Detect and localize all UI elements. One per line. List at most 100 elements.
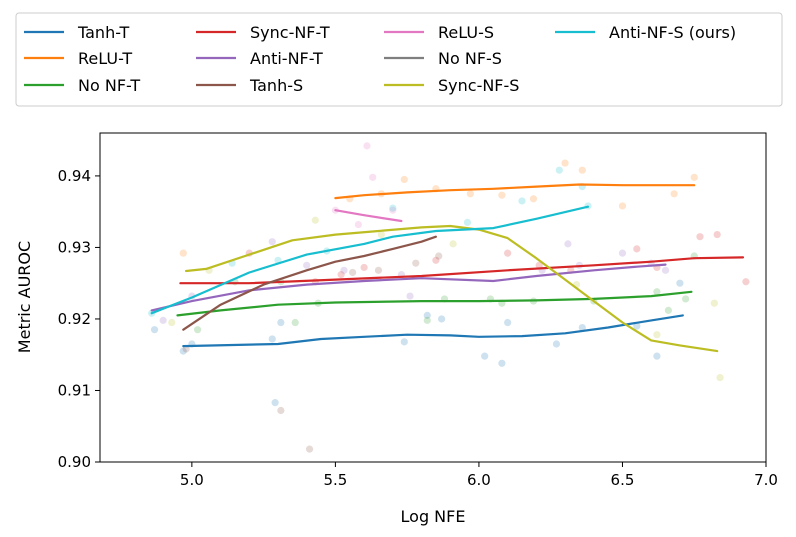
anti-nf-t-point bbox=[406, 292, 414, 300]
sync-nf-t-point bbox=[535, 261, 543, 269]
tanh-t-point bbox=[423, 311, 431, 319]
y-tick-label: 0.92 bbox=[58, 310, 91, 328]
tanh-t-point bbox=[498, 359, 506, 367]
sync-nf-s-point bbox=[449, 240, 457, 248]
y-tick-label: 0.90 bbox=[58, 453, 91, 471]
sync-nf-t-point bbox=[360, 263, 368, 272]
x-tick-label: 7.0 bbox=[754, 471, 778, 489]
tanh-t-point bbox=[653, 352, 661, 360]
tanh-t-point bbox=[504, 318, 512, 327]
relu-t-point bbox=[466, 190, 474, 198]
legend-label-anti-nf-s-ours: Anti-NF-S (ours) bbox=[609, 23, 736, 42]
tanh-s-point bbox=[182, 345, 190, 353]
relu-s-point bbox=[389, 206, 397, 214]
tanh-t-point bbox=[552, 340, 561, 348]
tanh-t-point bbox=[150, 326, 159, 334]
plot-area: 5.0 5.5 6.0 6.5 7.0 0.90 0.91 0.92 0.93 0.94 bbox=[58, 132, 778, 489]
anti-nf-s-ours-point bbox=[463, 218, 472, 227]
tanh-s-point bbox=[374, 266, 383, 274]
x-tick-label: 6.5 bbox=[611, 471, 635, 489]
sync-nf-t-line bbox=[179, 256, 745, 285]
plot-frame bbox=[99, 132, 767, 463]
anti-nf-s-ours-point bbox=[555, 166, 563, 174]
tanh-s-point bbox=[412, 259, 420, 267]
legend-label-sync-nf-t: Sync-NF-T bbox=[250, 23, 330, 42]
relu-t-point bbox=[400, 175, 408, 184]
sync-nf-t-point bbox=[337, 271, 345, 279]
sync-nf-s-point bbox=[168, 318, 176, 327]
tanh-s-point bbox=[305, 445, 314, 453]
y-tick-label: 0.91 bbox=[58, 381, 91, 399]
anti-nf-t-point bbox=[564, 240, 572, 248]
anti-nf-t-point bbox=[661, 266, 670, 274]
relu-s-point bbox=[354, 220, 362, 229]
sync-nf-s-point bbox=[377, 230, 385, 239]
x-tick-label: 6.0 bbox=[467, 471, 491, 489]
legend-label-sync-nf-s: Sync-NF-S bbox=[438, 76, 519, 95]
legend: Tanh-T ReLU-T No NF-T Sync-NF-T Anti-NF-T Tan… bbox=[15, 12, 783, 107]
y-tick-label: 0.93 bbox=[58, 238, 91, 256]
legend-label-no-nf-t: No NF-T bbox=[78, 76, 140, 95]
no-nf-t-line bbox=[176, 290, 693, 317]
tanh-s-line bbox=[182, 235, 437, 331]
sync-nf-s-point bbox=[311, 216, 319, 224]
tanh-t-point bbox=[400, 338, 408, 346]
tanh-t-point bbox=[271, 399, 279, 407]
legend-label-relu-s: ReLU-S bbox=[438, 23, 494, 42]
sync-nf-t-point bbox=[432, 256, 440, 264]
tanh-t-line bbox=[182, 314, 684, 348]
legend-label-tanh-s: Tanh-S bbox=[249, 76, 303, 95]
anti-nf-t-point bbox=[340, 266, 348, 274]
relu-t-point bbox=[690, 173, 698, 181]
legend-label-no-nf-s: No NF-S bbox=[438, 49, 502, 68]
relu-t-point bbox=[578, 166, 586, 174]
tanh-t-point bbox=[438, 315, 446, 323]
legend-label-tanh-t: Tanh-T bbox=[77, 23, 130, 42]
anti-nf-s-ours-line bbox=[150, 205, 590, 315]
tanh-t-point bbox=[578, 323, 586, 332]
x-tick-label: 5.5 bbox=[323, 471, 347, 489]
y-tick-label: 0.94 bbox=[58, 167, 91, 185]
tanh-t-point bbox=[676, 279, 684, 287]
relu-s-point bbox=[363, 142, 371, 150]
sync-nf-s-point bbox=[716, 374, 724, 382]
tanh-s-point bbox=[277, 406, 285, 415]
relu-s-point bbox=[369, 173, 377, 181]
relu-t-point bbox=[618, 202, 627, 210]
relu-t-point bbox=[179, 249, 187, 257]
anti-nf-t-point bbox=[159, 316, 167, 324]
tanh-t-point bbox=[277, 318, 285, 327]
no-nf-t-point bbox=[653, 288, 661, 296]
legend-label-relu-t: ReLU-T bbox=[78, 49, 132, 68]
relu-t-point bbox=[498, 191, 506, 199]
x-tick-label: 5.0 bbox=[180, 471, 204, 489]
y-axis: 0.90 0.91 0.92 0.93 0.94 bbox=[58, 167, 100, 471]
anti-nf-t-point bbox=[268, 238, 276, 246]
x-axis-label: Log NFE bbox=[401, 507, 466, 526]
anti-nf-s-ours-point bbox=[518, 197, 526, 205]
relu-s-line bbox=[334, 209, 403, 223]
tanh-t-point bbox=[268, 335, 276, 343]
no-nf-t-point bbox=[194, 326, 202, 334]
legend-frame bbox=[15, 12, 783, 107]
sync-nf-t-point bbox=[713, 230, 721, 239]
no-nf-t-point bbox=[664, 306, 672, 314]
relu-t-point bbox=[529, 195, 538, 203]
anti-nf-t-line bbox=[150, 263, 667, 312]
relu-t-line bbox=[334, 183, 696, 200]
tanh-s-point bbox=[349, 268, 357, 277]
relu-t-point bbox=[561, 159, 569, 167]
y-axis-label: Metric AUROC bbox=[15, 241, 34, 353]
anti-nf-t-point bbox=[618, 249, 627, 257]
anti-nf-s-ours-point bbox=[389, 204, 397, 212]
x-axis: 5.0 5.5 6.0 6.5 7.0 bbox=[180, 462, 778, 489]
no-nf-t-point bbox=[423, 316, 431, 324]
sync-nf-s-point bbox=[653, 331, 661, 339]
no-nf-t-point bbox=[291, 318, 299, 327]
no-nf-t-point bbox=[682, 295, 690, 303]
anti-nf-t-point bbox=[303, 261, 311, 269]
tanh-t-point bbox=[633, 322, 641, 330]
tanh-t-point bbox=[179, 347, 187, 355]
legend-label-anti-nf-t: Anti-NF-T bbox=[250, 49, 323, 68]
line-layer bbox=[150, 183, 745, 353]
